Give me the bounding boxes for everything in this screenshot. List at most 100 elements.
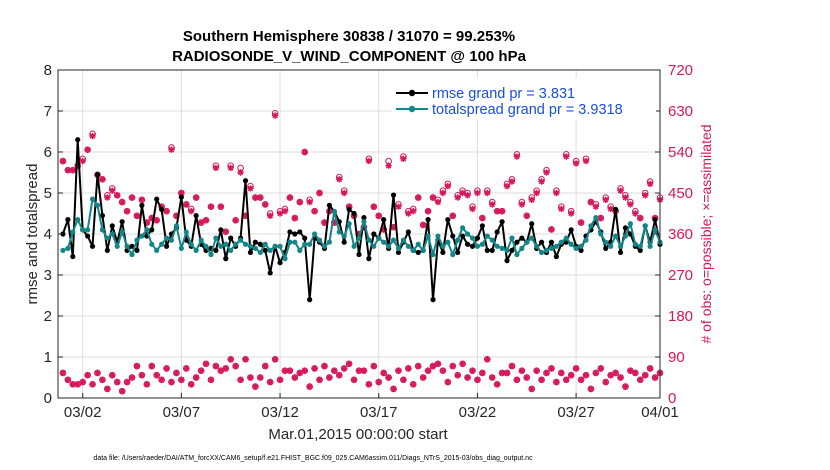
rmse-point: [548, 239, 555, 245]
spread-point: [440, 243, 446, 249]
obs-assimilated-high-marker: [429, 194, 437, 201]
spread-point: [267, 247, 273, 253]
obs-assimilated-high-marker: [558, 205, 565, 213]
obs-assimilated-high-marker: [563, 153, 570, 160]
obs-assimilated-high-marker: [434, 198, 442, 206]
spread-point: [529, 235, 535, 241]
obs-assimilated-low-marker: [128, 374, 136, 381]
x-tick-label: 03/02: [64, 404, 102, 421]
footnote: data file: /Users/raeder/DAI/ATM_forcXX/…: [93, 455, 533, 462]
obs-assimilated-low-marker: [84, 372, 91, 379]
obs-assimilated-low-marker: [69, 381, 77, 388]
obs-assimilated-low-marker: [118, 387, 126, 395]
obs-assimilated-high-marker: [419, 221, 427, 229]
rmse-point: [119, 219, 125, 225]
obs-assimilated-high-marker: [474, 189, 481, 197]
spread-point: [519, 245, 525, 251]
obs-assimilated-low-marker: [484, 356, 491, 363]
rmse-point: [430, 297, 436, 303]
obs-assimilated-high-marker: [365, 157, 373, 165]
obs-assimilated-low-marker: [390, 385, 397, 393]
spread-point: [583, 237, 589, 243]
obs-assimilated-high-marker: [138, 196, 146, 204]
obs-assimilated-high-marker: [163, 208, 170, 215]
y-tick-label: 2: [44, 308, 52, 325]
obs-assimilated-high-marker: [168, 146, 175, 153]
rmse-point: [395, 249, 402, 256]
obs-assimilated-high-marker: [296, 198, 303, 206]
obs-assimilated-high-marker: [602, 196, 609, 204]
rmse-point: [381, 217, 387, 223]
spread-point: [218, 243, 224, 249]
spread-point: [188, 241, 194, 247]
obs-assimilated-low-marker: [454, 372, 461, 379]
spread-point: [504, 247, 510, 253]
spread-point: [588, 223, 594, 229]
obs-assimilated-low-marker: [109, 372, 116, 379]
obs-assimilated-high-marker: [637, 214, 644, 222]
rmse-point: [154, 196, 160, 202]
rmse-point: [326, 202, 332, 208]
obs-assimilated-high-marker: [538, 178, 545, 185]
rmse-point: [85, 233, 91, 239]
spread-point: [573, 245, 579, 251]
spread-point: [282, 256, 288, 262]
obs-assimilated-low-marker: [345, 360, 353, 368]
obs-assimilated-high-marker: [577, 219, 585, 226]
x-tick-label: 03/17: [360, 404, 398, 421]
obs-assimilated-high-marker: [567, 210, 575, 217]
obs-assimilated-low-marker: [321, 362, 328, 370]
x-tick-label: 03/07: [163, 404, 201, 421]
obs-assimilated-low-marker: [434, 360, 442, 368]
rmse-point: [612, 206, 619, 212]
obs-assimilated-low-marker: [543, 369, 550, 377]
spread-point: [277, 243, 283, 249]
spread-point: [75, 217, 81, 223]
obs-assimilated-low-marker: [469, 367, 476, 374]
obs-assimilated-low-marker: [237, 376, 244, 383]
spread-point: [445, 239, 451, 245]
rmse-point: [504, 258, 510, 264]
spread-point: [603, 239, 609, 245]
obs-assimilated-high-marker: [257, 194, 264, 201]
obs-assimilated-low-marker: [395, 367, 402, 374]
obs-assimilated-high-marker: [518, 201, 526, 208]
spread-point: [366, 237, 372, 243]
obs-assimilated-low-marker: [64, 376, 72, 383]
obs-assimilated-high-marker: [597, 214, 604, 222]
obs-assimilated-high-marker: [178, 189, 185, 197]
spread-point: [474, 243, 481, 249]
spread-point: [144, 227, 150, 233]
x-tick-label: 03/12: [261, 404, 299, 421]
obs-assimilated-low-marker: [188, 381, 195, 388]
obs-assimilated-high-marker: [469, 205, 476, 213]
spread-point: [336, 229, 342, 235]
spread-point: [647, 243, 653, 249]
obs-assimilated-high-marker: [424, 208, 432, 215]
obs-assimilated-high-marker: [89, 132, 96, 140]
spread-point: [237, 237, 244, 243]
obs-assimilated-low-marker: [474, 376, 481, 383]
obs-assimilated-high-marker: [385, 162, 392, 169]
rmse-point: [519, 235, 525, 241]
obs-assimilated-high-marker: [632, 210, 639, 217]
obs-assimilated-low-marker: [632, 369, 639, 377]
obs-assimilated-high-marker: [104, 194, 111, 201]
obs-assimilated-low-marker: [641, 372, 649, 379]
obs-assimilated-low-marker: [587, 385, 595, 393]
spread-point: [356, 235, 362, 241]
obs-assimilated-high-marker: [271, 112, 279, 119]
obs-assimilated-high-marker: [286, 194, 294, 201]
y-tick-label: 4: [44, 226, 52, 243]
obs-assimilated-high-marker: [548, 226, 555, 233]
obs-assimilated-low-marker: [538, 376, 545, 383]
obs-assimilated-high-marker: [444, 182, 452, 190]
obs-assimilated-high-marker: [232, 217, 239, 224]
obs-assimilated-low-marker: [607, 372, 614, 379]
obs-assimilated-high-marker: [222, 228, 229, 235]
obs-assimilated-low-marker: [528, 385, 535, 393]
rmse-point: [292, 231, 298, 237]
spread-point: [410, 247, 416, 253]
spread-point: [94, 202, 101, 208]
